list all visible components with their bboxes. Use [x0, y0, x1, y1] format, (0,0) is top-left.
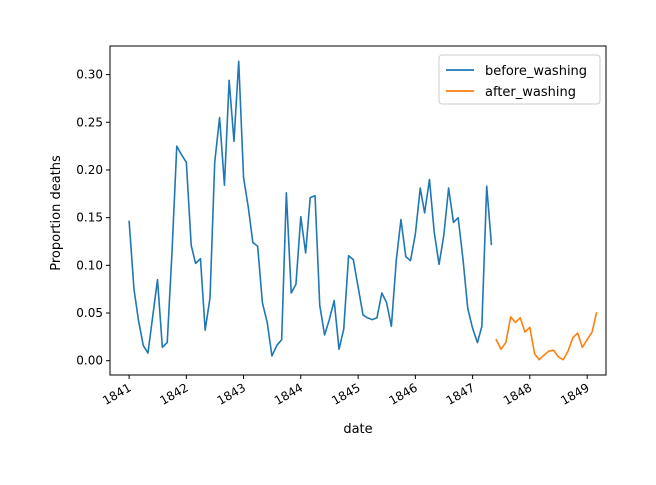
series-line-before-washing	[128, 60, 493, 357]
y-tick-label: 0.05	[76, 306, 103, 320]
y-tick-label: 0.20	[76, 163, 103, 177]
y-axis: 0.00 0.05 0.10 0.15 0.20 0.25 0.30	[76, 68, 110, 368]
plot-lines	[128, 60, 598, 361]
legend-label: after_washing	[485, 85, 576, 100]
x-tick-label: 1841	[100, 380, 133, 407]
x-tick-label: 1846	[386, 380, 419, 407]
x-tick-label: 1842	[157, 380, 190, 407]
y-tick-label: 0.15	[76, 211, 103, 225]
x-tick-label: 1844	[272, 380, 305, 407]
x-tick-label: 1843	[215, 380, 248, 407]
series-line-after-washing	[495, 312, 598, 361]
y-tick-label: 0.30	[76, 68, 103, 82]
legend-box	[438, 54, 601, 105]
y-tick-label: 0.10	[76, 258, 103, 272]
x-tick-label: 1845	[329, 380, 362, 407]
y-axis-label: Proportion deaths	[49, 155, 64, 271]
y-tick-label: 0.00	[76, 354, 103, 368]
legend-label: before_washing	[485, 64, 587, 79]
x-axis: 1841 1842 1843 1844 1845 1846 1847 1848 1849	[100, 375, 592, 408]
x-tick-label: 1848	[501, 380, 534, 407]
legend: before_washing after_washing	[438, 54, 601, 105]
x-tick-label: 1849	[558, 380, 591, 407]
y-tick-label: 0.25	[76, 115, 103, 129]
x-axis-label: date	[343, 422, 372, 437]
x-tick-label: 1847	[444, 380, 477, 407]
